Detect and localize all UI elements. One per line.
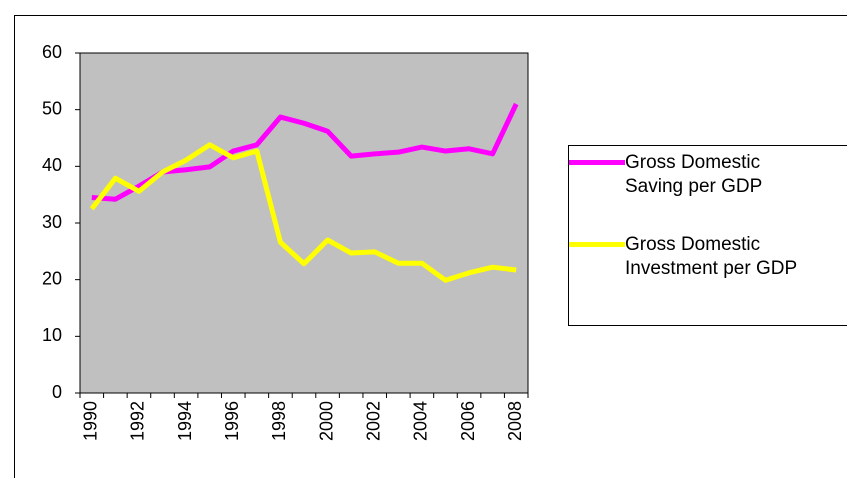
- y-tick-label: 50: [42, 98, 62, 118]
- y-tick-label: 40: [42, 155, 62, 175]
- x-tick-label: 2006: [458, 401, 478, 441]
- y-tick-label: 30: [42, 212, 62, 232]
- legend-label: Gross Domestic Saving per GDP: [625, 152, 763, 197]
- y-tick-label: 0: [52, 382, 62, 402]
- series-line: [89, 142, 517, 283]
- x-tick-label: 1990: [81, 401, 101, 441]
- x-tick-label: 2004: [411, 401, 431, 441]
- legend-entry: Gross Domestic Investment per GDP: [569, 233, 815, 281]
- y-tick-label: 60: [42, 42, 62, 62]
- x-tick-label: 2008: [505, 401, 525, 441]
- y-tick-label: 20: [42, 268, 62, 288]
- x-tick-label: 2002: [363, 401, 383, 441]
- x-tick-label: 2000: [316, 401, 336, 441]
- x-tick-label: 1998: [269, 401, 289, 441]
- plot-area: [79, 52, 529, 394]
- x-tick-label: 1994: [175, 401, 195, 441]
- legend-label: Gross Domestic Investment per GDP: [625, 234, 798, 279]
- legend-entry: Gross Domestic Saving per GDP: [569, 151, 815, 199]
- x-tick-label: 1996: [222, 401, 242, 441]
- y-tick-label: 10: [42, 325, 62, 345]
- legend-swatch: [569, 242, 625, 247]
- legend: Gross Domestic Saving per GDP Gross Domes…: [568, 145, 847, 326]
- legend-swatch: [569, 160, 625, 165]
- x-tick-label: 1992: [128, 401, 148, 441]
